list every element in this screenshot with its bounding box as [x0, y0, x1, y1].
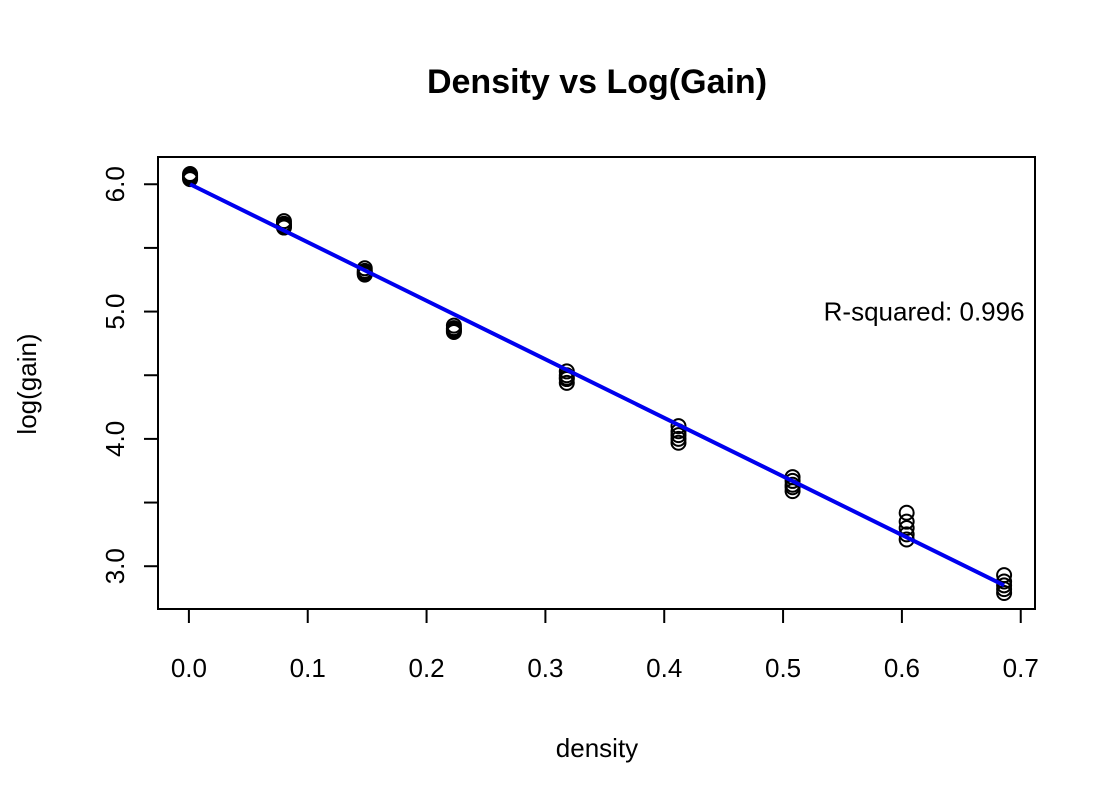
y-tick-label: 6.0 — [100, 166, 130, 202]
data-point — [445, 322, 462, 339]
y-axis-label: log(gain) — [12, 333, 42, 434]
x-tick-label: 0.1 — [290, 653, 326, 683]
data-point — [670, 434, 687, 451]
y-tick-label: 5.0 — [100, 293, 130, 329]
data-point — [784, 483, 801, 500]
chart-title: Density vs Log(Gain) — [427, 63, 767, 101]
data-point — [996, 584, 1013, 601]
regression-line — [189, 182, 1005, 588]
r-squared-annotation: R-squared: 0.996 — [824, 297, 1025, 327]
data-point — [558, 374, 575, 391]
x-tick-label: 0.3 — [527, 653, 563, 683]
x-tick-label: 0.5 — [765, 653, 801, 683]
data-point — [898, 513, 915, 530]
x-tick-label: 0.4 — [646, 653, 682, 683]
x-tick-label: 0.0 — [171, 653, 207, 683]
y-axis: 3.0 4.0 5.0 6.0 — [100, 166, 159, 584]
x-tick-label: 0.7 — [1003, 653, 1039, 683]
data-point — [898, 504, 915, 521]
x-tick-label: 0.6 — [884, 653, 920, 683]
y-tick-label: 4.0 — [100, 421, 130, 457]
x-tick-label: 0.2 — [408, 653, 444, 683]
x-axis-label: density — [556, 733, 638, 763]
data-point — [898, 520, 915, 537]
x-axis: 0.0 0.1 0.2 0.3 0.4 0.5 0.6 0.7 — [171, 608, 1039, 683]
y-tick-label: 3.0 — [100, 548, 130, 584]
